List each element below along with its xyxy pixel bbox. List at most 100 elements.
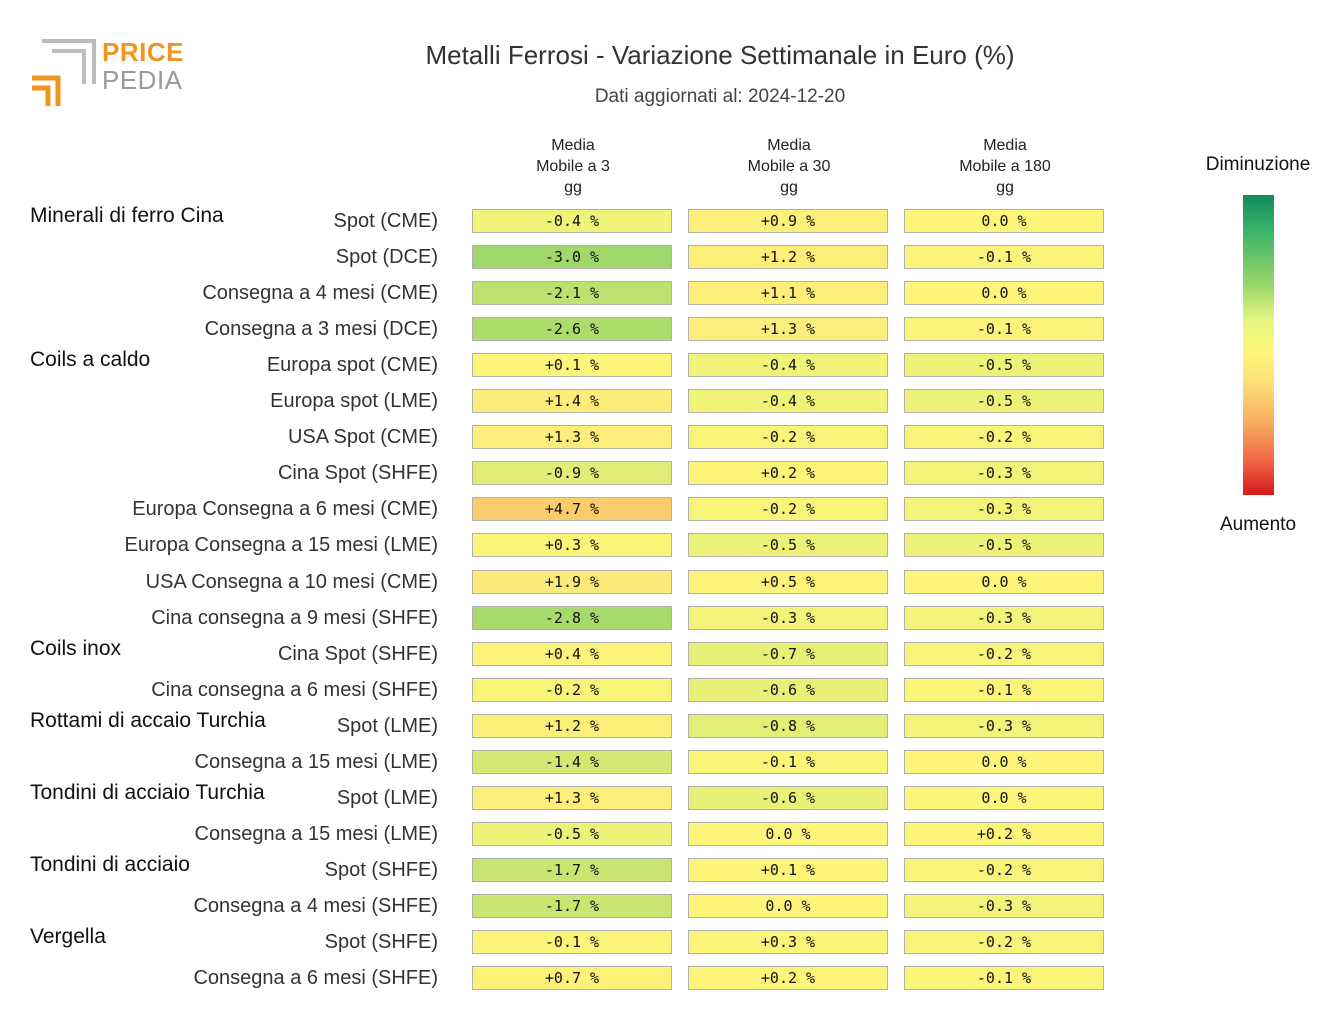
heatmap-cell: +0.7 % [472, 966, 672, 991]
heatmap-cell: -0.4 % [688, 389, 888, 414]
group-label: Coils inox [30, 636, 122, 660]
row-label: Consegna a 6 mesi (SHFE) [193, 967, 438, 990]
chart-subtitle: Dati aggiornati al: 2024-12-20 [594, 86, 846, 107]
heatmap-cell: -0.4 % [472, 209, 672, 233]
heatmap-cell: -0.2 % [904, 425, 1104, 450]
heatmap-cell: 0.0 % [904, 209, 1104, 233]
heatmap-cell: 0.0 % [904, 785, 1104, 810]
row-label: USA Spot (CME) [287, 426, 438, 449]
column-header-line: Mobile a 30 [747, 158, 831, 175]
column-header-line: gg [564, 179, 582, 196]
heatmap-cell: +1.3 % [472, 785, 672, 810]
row-label: Consegna a 15 mesi (LME) [194, 750, 438, 773]
row-label: Cina consegna a 9 mesi (SHFE) [151, 606, 438, 629]
heatmap-cell: -0.3 % [904, 497, 1104, 522]
group-label: Vergella [30, 925, 106, 948]
row-label: Europa Consegna a 6 mesi (CME) [132, 498, 438, 521]
heatmap-cell: +0.3 % [472, 533, 672, 558]
heatmap-cell: +1.3 % [472, 425, 672, 450]
row-label: Spot (SHFE) [324, 931, 438, 953]
heatmap-cell: +0.3 % [688, 930, 888, 954]
heatmap-cell: -0.1 % [904, 317, 1104, 342]
row-label: Cina Spot (SHFE) [277, 642, 438, 665]
heatmap-cell: -0.2 % [688, 425, 888, 450]
heatmap-cell: -0.2 % [904, 641, 1104, 666]
heatmap-cell: -1.7 % [472, 857, 672, 882]
row-label: USA Consegna a 10 mesi (CME) [145, 570, 438, 593]
heatmap-cell: -0.9 % [472, 461, 672, 486]
logo-mark-icon [32, 39, 96, 106]
heatmap-cell: -0.1 % [688, 749, 888, 774]
heatmap-cell: -2.1 % [472, 281, 672, 306]
row-label: Spot (CME) [333, 210, 438, 232]
legend-top-label: Diminuzione [1205, 154, 1311, 175]
heatmap-cell: -0.5 % [688, 533, 888, 558]
column-header-1: Media Mobile a 3 gg [472, 135, 674, 198]
heatmap-cell: -1.4 % [472, 749, 672, 774]
color-scale-bar [1243, 195, 1274, 495]
heatmap-cell: -0.1 % [904, 245, 1104, 270]
pricepedia-logo: PRICE PEDIA [30, 38, 190, 110]
column-header-line: Media [767, 137, 811, 154]
column-header-line: Media [983, 137, 1027, 154]
heatmap-cell: -0.6 % [688, 677, 888, 702]
column-header-line: gg [780, 179, 798, 196]
row-label: Spot (LME) [336, 714, 438, 737]
heatmap-cell: -0.8 % [688, 713, 888, 738]
logo-word-price: PRICE [102, 37, 184, 67]
heatmap-cell: -0.3 % [904, 713, 1104, 738]
row-label: Spot (LME) [336, 786, 438, 809]
logo-word-pedia: PEDIA [102, 65, 183, 95]
heatmap-cell: -0.6 % [688, 785, 888, 810]
heatmap-cell: 0.0 % [904, 281, 1104, 306]
heatmap-cell: -0.2 % [904, 857, 1104, 882]
heatmap-cell: +0.5 % [688, 569, 888, 594]
heatmap-cell: -0.1 % [904, 966, 1104, 991]
heatmap-cell: -0.5 % [472, 821, 672, 846]
heatmap-cell: -0.3 % [904, 605, 1104, 630]
heatmap-cell: +0.2 % [688, 966, 888, 991]
group-label: Minerali di ferro Cina [30, 204, 224, 227]
heatmap-cell: -0.4 % [688, 353, 888, 378]
row-label: Consegna a 4 mesi (SHFE) [193, 894, 438, 917]
heatmap-cell: +1.2 % [472, 713, 672, 738]
heatmap-cell: +4.7 % [472, 497, 672, 522]
heatmap-cell: -0.2 % [472, 677, 672, 702]
heatmap-cell: -0.7 % [688, 641, 888, 666]
heatmap-cell: 0.0 % [904, 569, 1104, 594]
heatmap-cell: -0.1 % [472, 930, 672, 954]
heatmap-cell: +1.9 % [472, 569, 672, 594]
heatmap-cell: -0.3 % [904, 461, 1104, 486]
column-header-line: gg [996, 179, 1014, 196]
heatmap-cell: -0.5 % [904, 353, 1104, 378]
group-label: Tondini di acciaio Turchia [30, 780, 265, 804]
heatmap-cell: +1.4 % [472, 389, 672, 414]
heatmap-cell: +0.1 % [472, 353, 672, 378]
column-header-line: Mobile a 180 [959, 158, 1051, 175]
heatmap-cell: 0.0 % [904, 749, 1104, 774]
heatmap-cell: 0.0 % [688, 893, 888, 918]
heatmap-cell: -0.3 % [904, 893, 1104, 918]
heatmap-cell: -0.2 % [904, 930, 1104, 954]
heatmap-cell: -2.8 % [472, 605, 672, 630]
row-label: Cina consegna a 6 mesi (SHFE) [151, 678, 438, 701]
heatmap-cell: +1.1 % [688, 281, 888, 306]
row-label: Consegna a 15 mesi (LME) [194, 822, 438, 845]
row-label: Spot (SHFE) [324, 858, 438, 881]
heatmap-cell: -2.6 % [472, 317, 672, 342]
heatmap-cell: -3.0 % [472, 245, 672, 270]
heatmap-cell: +0.1 % [688, 857, 888, 882]
heatmap-cell: +0.9 % [688, 209, 888, 233]
group-label: Rottami di accaio Turchia [30, 708, 266, 732]
row-label: Consegna a 3 mesi (DCE) [204, 318, 438, 341]
column-header-line: Media [551, 137, 595, 154]
heatmap-cell: +0.2 % [904, 821, 1104, 846]
group-label: Tondini di acciaio [30, 852, 190, 876]
heatmap-cell: +1.3 % [688, 317, 888, 342]
column-header-2: Media Mobile a 30 gg [688, 135, 890, 198]
heatmap-cell: 0.0 % [688, 821, 888, 846]
heatmap-cell: -0.2 % [688, 497, 888, 522]
row-label: Europa spot (LME) [270, 390, 438, 413]
row-label: Europa spot (CME) [266, 354, 438, 377]
group-label: Coils a caldo [30, 348, 151, 372]
